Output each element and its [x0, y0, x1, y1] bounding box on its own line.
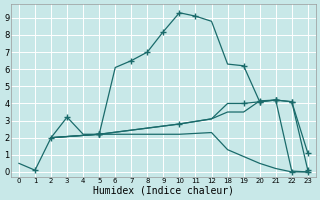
X-axis label: Humidex (Indice chaleur): Humidex (Indice chaleur) — [93, 186, 234, 196]
